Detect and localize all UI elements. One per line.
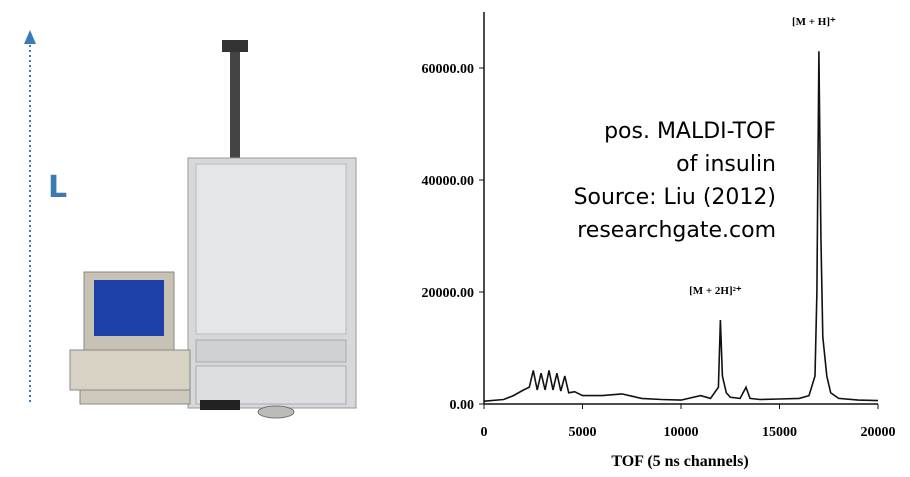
peak-annotation: [M + 2H]²⁺ [689,285,742,297]
peak-annotation: [M + H]⁺ [792,16,836,28]
x-axis-label: TOF (5 ns channels) [611,453,748,470]
instrument [69,40,357,419]
x-tick-label: 0 [481,425,488,440]
x-tick-label: 10000 [664,425,699,440]
y-tick-label: 0.00 [450,398,475,413]
spectrum-chart: TOF (5 ns channels) [611,453,748,470]
source-note: Source: Liu (2012) [574,185,776,210]
x-tick-label: 15000 [762,425,797,440]
source-note: researchgate.com [577,218,776,243]
y-tick-label: 40000.00 [422,174,475,189]
spectrum-line [483,51,879,402]
y-tick-label: 20000.00 [422,286,475,301]
side-label: L [48,170,67,205]
source-note: pos. MALDI-TOF [604,119,776,144]
arrow-head [24,30,36,44]
x-tick-label: 20000 [861,425,896,440]
y-tick-label: 60000.00 [422,62,475,77]
source-note: of insulin [676,152,776,177]
x-tick-label: 5000 [569,425,597,440]
